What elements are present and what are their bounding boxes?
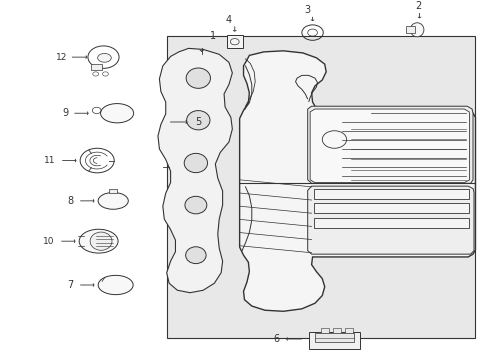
Polygon shape xyxy=(309,109,468,183)
Ellipse shape xyxy=(185,247,205,264)
Text: 10: 10 xyxy=(43,237,55,246)
Text: 7: 7 xyxy=(67,280,74,290)
Text: 5: 5 xyxy=(195,117,201,127)
Text: 4: 4 xyxy=(225,15,231,24)
Ellipse shape xyxy=(90,232,112,250)
Bar xyxy=(314,333,353,342)
Bar xyxy=(166,36,474,338)
Text: 11: 11 xyxy=(44,156,56,165)
Ellipse shape xyxy=(79,229,118,253)
Text: 6: 6 xyxy=(273,334,280,344)
Bar xyxy=(91,64,102,71)
Ellipse shape xyxy=(409,23,423,37)
Text: 8: 8 xyxy=(67,196,74,206)
Ellipse shape xyxy=(98,53,111,62)
Text: 12: 12 xyxy=(56,53,67,62)
Bar xyxy=(332,328,340,333)
Bar xyxy=(226,35,242,48)
Ellipse shape xyxy=(186,68,210,88)
Ellipse shape xyxy=(184,196,206,214)
Ellipse shape xyxy=(184,153,207,173)
Bar xyxy=(313,219,468,228)
Bar xyxy=(308,332,360,349)
Text: 2: 2 xyxy=(414,1,420,11)
Bar xyxy=(313,189,468,199)
Ellipse shape xyxy=(186,111,209,130)
Polygon shape xyxy=(239,51,474,311)
Text: 9: 9 xyxy=(62,108,68,118)
Polygon shape xyxy=(307,186,473,254)
Bar xyxy=(345,328,352,333)
Bar xyxy=(313,203,468,213)
Ellipse shape xyxy=(98,193,128,209)
Text: 3: 3 xyxy=(304,5,310,15)
Text: 1: 1 xyxy=(209,31,216,41)
Polygon shape xyxy=(307,106,472,183)
Ellipse shape xyxy=(98,275,133,294)
Bar xyxy=(109,189,117,193)
Polygon shape xyxy=(158,48,232,293)
Ellipse shape xyxy=(101,104,133,123)
Bar xyxy=(320,328,328,333)
Bar xyxy=(406,26,414,33)
